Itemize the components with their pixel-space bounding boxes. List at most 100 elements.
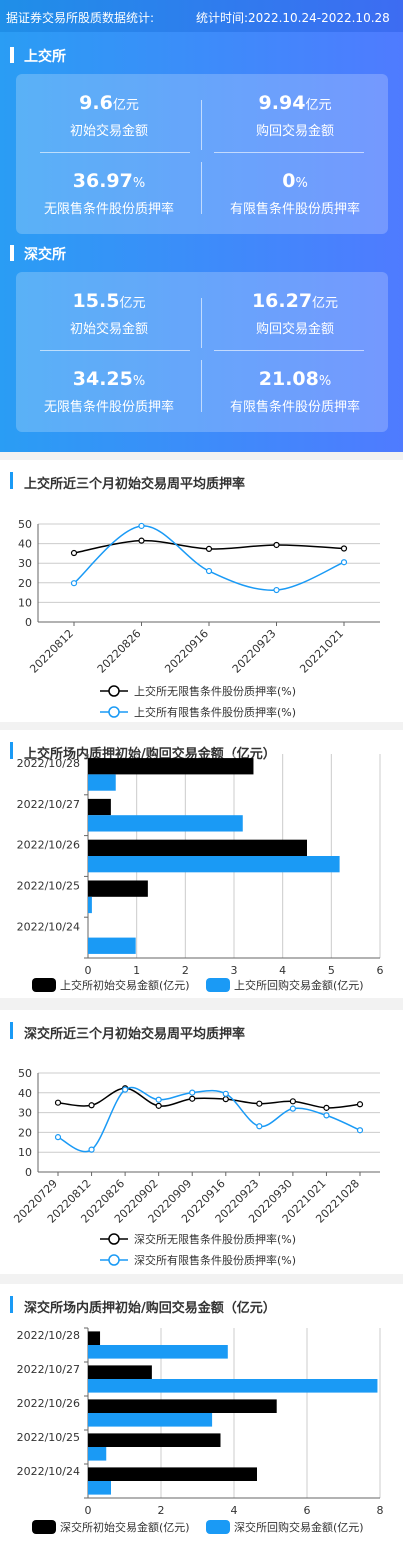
sz-repurchase-amount: 16.27亿元 购回交易金额 [251, 290, 339, 337]
data-point [323, 1104, 330, 1111]
y-tick-label: 30 [18, 1107, 32, 1120]
x-tick-label: 6 [377, 964, 384, 977]
y-tick-label: 2022/10/26 [17, 1397, 80, 1410]
data-point [256, 1123, 263, 1130]
y-tick-label: 2022/10/24 [17, 920, 80, 933]
sz-amount-chart-panel: 深交所场内质押初始/购回交易金额（亿元） 0 2 4 6 8 2022/10/28 2022… [0, 1284, 403, 1554]
data-point [54, 1134, 62, 1141]
y-tick-label: 20 [18, 1126, 32, 1139]
sh-restricted-rate: 0% 有限售条件股份质押率 [229, 170, 360, 217]
bar [88, 758, 254, 775]
x-tick-label: 20220923 [230, 627, 279, 676]
bar [88, 1331, 101, 1345]
y-tick-label: 0 [25, 616, 32, 629]
data-point [289, 1098, 296, 1105]
y-tick-label: 2022/10/24 [17, 1465, 80, 1478]
data-point [340, 545, 348, 552]
x-tick-label: 20220812 [27, 627, 76, 676]
legend-swatch [206, 1520, 230, 1534]
x-tick-label: 5 [328, 964, 335, 977]
y-tick-label: 50 [18, 518, 32, 531]
bar [88, 880, 148, 897]
series-line [57, 1086, 361, 1153]
sz-rate-chart-panel: 深交所近三个月初始交易周平均质押率 0 10 20 30 40 50 20220729 202… [0, 1010, 403, 1274]
x-tick-label: 0 [85, 964, 92, 977]
sz-restricted-rate: 21.08% 有限售条件股份质押率 [229, 368, 360, 415]
y-tick-label: 50 [18, 1067, 32, 1080]
bar [88, 815, 243, 832]
x-tick-label: 20220916 [162, 627, 211, 676]
y-tick-label: 10 [18, 1146, 32, 1159]
sh-amount-bar-chart: 0 1 2 3 4 5 6 2022/10/28 2022/10/27 2022/10/26 202… [17, 753, 384, 992]
series-line [57, 1087, 361, 1109]
legend-swatch [206, 978, 230, 992]
x-tick-label: 4 [231, 1504, 238, 1517]
y-tick-label: 20 [18, 577, 32, 590]
header-period: 统计时间:2022.10.24-2022.10.28 [196, 11, 390, 25]
x-tick-label: 4 [279, 964, 286, 977]
data-point [340, 559, 348, 566]
data-point [222, 1096, 229, 1103]
legend-label: 深交所初始交易金额(亿元) [60, 1520, 190, 1534]
bar [88, 774, 116, 791]
sz-initial-amount: 15.5亿元 初始交易金额 [69, 290, 148, 337]
sz-section-title: 深交所 [10, 244, 110, 263]
stats-header: 据证券交易所股质数据统计: 统计时间:2022.10.24-2022.10.28 [0, 0, 403, 32]
bar [88, 1413, 213, 1427]
sz-summary-card: 15.5亿元 初始交易金额 16.27亿元 购回交易金额 34.25% 无限售条件股份… [16, 272, 388, 432]
y-tick-label: 2022/10/27 [17, 798, 80, 811]
bar [88, 1481, 111, 1495]
sh-initial-amount: 9.6亿元 初始交易金额 [69, 92, 148, 139]
data-point [273, 541, 280, 549]
data-point [189, 1095, 196, 1102]
x-tick-label: 2 [158, 1504, 165, 1517]
x-tick-label: 20220826 [95, 627, 144, 676]
legend-label: 上交所无限售条件股份质押率(%) [134, 684, 296, 698]
x-tick-label: 6 [304, 1504, 311, 1517]
bar [88, 1379, 378, 1393]
data-point [356, 1127, 364, 1134]
legend-label: 上交所有限售条件股份质押率(%) [134, 705, 296, 719]
data-point [155, 1096, 162, 1103]
sh-rate-chart-panel: 上交所近三个月初始交易周平均质押率 0 10 20 30 40 50 20220812 202… [0, 460, 403, 722]
bar [88, 937, 136, 954]
data-point [273, 586, 280, 594]
data-point [88, 1146, 95, 1153]
data-point [205, 545, 213, 552]
legend-swatch [108, 685, 120, 697]
sz-amount-bar-chart: 0 2 4 6 8 2022/10/28 2022/10/27 2022/10/26 2022/… [17, 1327, 384, 1534]
legend-swatch [32, 1520, 56, 1534]
legend-label: 深交所无限售条件股份质押率(%) [134, 1232, 296, 1246]
sh-summary-card: 9.6亿元 初始交易金额 9.94亿元 购回交易金额 36.97% 无限售条件股份质押… [16, 74, 388, 234]
y-tick-label: 2022/10/25 [17, 1431, 80, 1444]
bar [88, 798, 111, 816]
sh-unrestricted-rate: 36.97% 无限售条件股份质押率 [43, 170, 174, 217]
data-point [205, 567, 213, 575]
data-point [222, 1090, 229, 1097]
series-line [73, 525, 345, 591]
y-tick-label: 2022/10/28 [17, 757, 80, 770]
bar [88, 896, 92, 914]
data-point [122, 1086, 129, 1093]
bar [88, 1467, 257, 1481]
y-tick-label: 2022/10/26 [17, 839, 80, 852]
y-tick-label: 10 [18, 596, 32, 609]
data-point [189, 1089, 196, 1096]
x-tick-label: 20221021 [297, 627, 346, 676]
data-point [138, 522, 145, 530]
bar [88, 1365, 152, 1379]
data-point [70, 549, 78, 557]
legend-label: 上交所回购交易金额(亿元) [234, 978, 364, 992]
data-point [323, 1112, 330, 1119]
y-tick-label: 0 [25, 1166, 32, 1179]
x-tick-label: 8 [377, 1504, 384, 1517]
data-point [155, 1102, 162, 1109]
y-tick-label: 2022/10/27 [17, 1363, 80, 1376]
legend-label: 上交所初始交易金额(亿元) [60, 978, 190, 992]
data-point [138, 537, 145, 544]
data-point [289, 1105, 296, 1112]
x-tick-label: 1 [133, 964, 140, 977]
data-point [356, 1101, 364, 1108]
bar [88, 1399, 277, 1413]
x-tick-label: 0 [85, 1504, 92, 1517]
